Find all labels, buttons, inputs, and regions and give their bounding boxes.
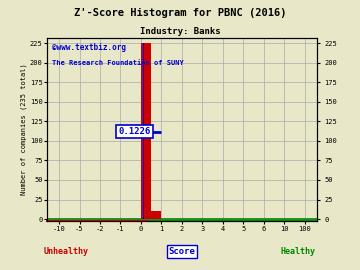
Text: The Research Foundation of SUNY: The Research Foundation of SUNY — [52, 60, 184, 66]
Text: Unhealthy: Unhealthy — [43, 247, 88, 256]
Bar — [151, 211, 161, 219]
Bar — [143, 43, 144, 219]
Text: Z'-Score Histogram for PBNC (2016): Z'-Score Histogram for PBNC (2016) — [74, 8, 286, 18]
Text: Industry: Banks: Industry: Banks — [140, 27, 220, 36]
Y-axis label: Number of companies (235 total): Number of companies (235 total) — [21, 64, 27, 195]
Text: ©www.textbiz.org: ©www.textbiz.org — [52, 43, 126, 52]
Bar — [141, 43, 151, 219]
Text: Score: Score — [168, 247, 195, 256]
Text: 0.1226: 0.1226 — [119, 127, 151, 136]
Text: Healthy: Healthy — [280, 247, 315, 256]
